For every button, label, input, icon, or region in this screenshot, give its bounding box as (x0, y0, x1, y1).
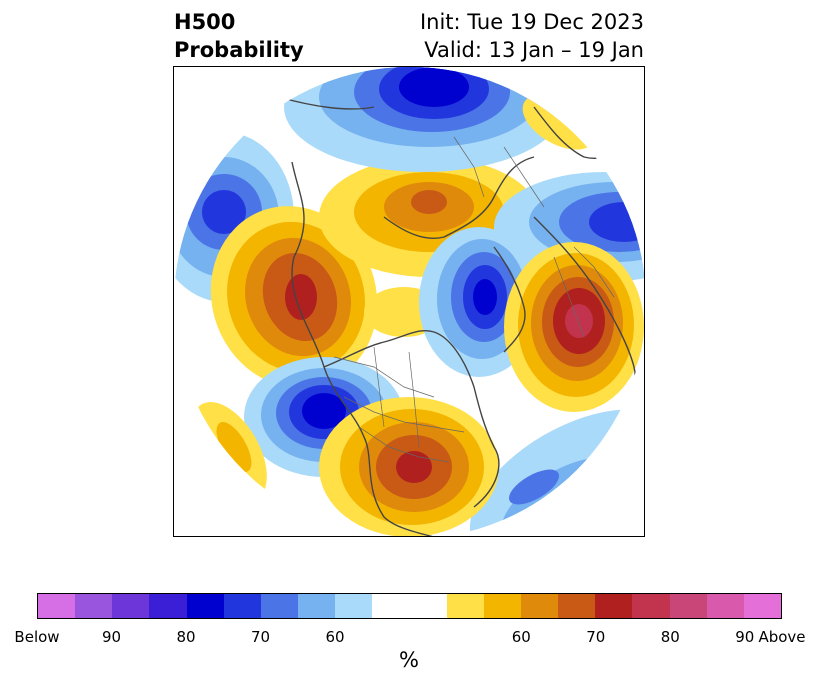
borders (333, 136, 615, 463)
title-product: Probability (174, 38, 304, 62)
polar-map (173, 66, 645, 537)
colorbar-segment (260, 594, 299, 618)
title-field: H500 (174, 10, 236, 34)
colorbar-tick-label: Below (14, 628, 60, 646)
colorbar-segment (483, 594, 522, 618)
colorbar-segment (298, 594, 336, 618)
colorbar-tick-label: Above (758, 628, 806, 646)
siberia-trough (284, 67, 564, 172)
colorbar-segment (223, 594, 261, 618)
colorbar-segment (38, 594, 76, 618)
colorbar-segment (669, 594, 707, 618)
colorbar-tick-label: 90 (735, 628, 755, 646)
colorbar-segment (743, 594, 782, 618)
colorbar-tick-label: 80 (176, 628, 196, 646)
colorbar-segment (521, 594, 559, 618)
colorbar-segment (75, 594, 113, 618)
map-title: H500 Probability (174, 8, 304, 64)
colorbar-tick-label: 90 (101, 628, 122, 646)
colorbar-tick-label: 80 (660, 628, 680, 646)
colorbar-segment (186, 594, 224, 618)
colorbar-tick-label: 60 (325, 628, 345, 646)
colorbar-segment (372, 594, 447, 618)
colorbar-segment (149, 594, 187, 618)
colorbar-segment (632, 594, 670, 618)
eastern-us-ridge (319, 397, 499, 536)
colorbar-tick-label: 70 (250, 628, 271, 646)
colorbar-segment (446, 594, 484, 618)
map-dates: Init: Tue 19 Dec 2023 Valid: 13 Jan – 19… (420, 8, 644, 64)
colorbar-segment (558, 594, 596, 618)
colorbar-tick-label: 60 (511, 628, 531, 646)
polar-map-svg (174, 67, 644, 536)
colorbar-segment (112, 594, 150, 618)
colorbar-tick-label: 70 (586, 628, 606, 646)
colorbar-unit: % (399, 648, 419, 672)
valid-range: Valid: 13 Jan – 19 Jan (424, 38, 644, 62)
colorbar-segment (335, 594, 373, 618)
colorbar (37, 593, 782, 619)
europe-ridge (504, 242, 644, 412)
colorbar-segment (595, 594, 633, 618)
init-date: Init: Tue 19 Dec 2023 (419, 10, 644, 34)
colorbar-segment (706, 594, 744, 618)
probability-field (174, 67, 644, 536)
